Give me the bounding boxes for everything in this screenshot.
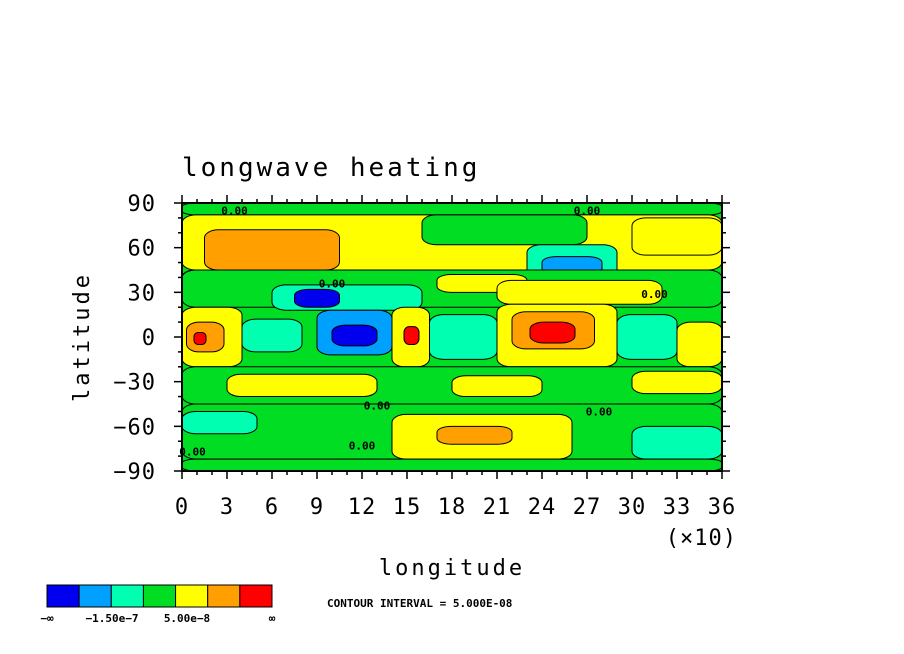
- x-tick-label: 21: [483, 495, 512, 520]
- contour-label: 0.00: [221, 204, 248, 217]
- colorbar-label: −∞: [40, 612, 54, 625]
- field-region: [421, 214, 588, 246]
- field-region: [403, 326, 420, 345]
- contour-label: 0.00: [586, 405, 613, 418]
- field-region: [331, 324, 378, 347]
- field-region: [631, 425, 722, 460]
- field-region: [294, 288, 340, 308]
- x-tick-label: 36: [708, 495, 737, 520]
- x-tick-label: 12: [348, 495, 377, 520]
- contour-labels: 0.00 0.00 0.00 0.00 0.00 0.00 0.00 0.00: [179, 204, 668, 458]
- y-tick-label: −60: [113, 415, 156, 440]
- y-tick-label: −30: [113, 371, 156, 396]
- field-region: [529, 321, 576, 344]
- field-region: [631, 370, 722, 395]
- colorbar-label: 5.00e−8: [164, 612, 210, 625]
- x-axis-label: longitude: [379, 556, 525, 581]
- colorbar-swatch: [239, 584, 273, 608]
- colorbar-swatch: [110, 584, 144, 608]
- x-tick-label: 33: [663, 495, 692, 520]
- x-tick-label: 24: [528, 495, 557, 520]
- field-region: [496, 279, 663, 305]
- field-region: [676, 321, 722, 368]
- x-tick-label: 6: [265, 495, 279, 520]
- y-axis-label: latitude: [70, 272, 95, 402]
- contour-label: 0.00: [574, 204, 601, 217]
- heat-field: [182, 203, 722, 471]
- colorbar-swatch: [46, 584, 80, 608]
- field-region: [193, 332, 207, 345]
- field-region: [182, 410, 258, 435]
- x-multiplier: (×10): [666, 526, 737, 551]
- field-region: [631, 217, 722, 256]
- field-region: [204, 229, 340, 271]
- contour-label: 0.00: [364, 399, 391, 412]
- contour-label: 0.00: [349, 440, 376, 453]
- field-region: [226, 373, 378, 398]
- y-tick-labels: 90 60 30 0 −30 −60 −90: [113, 192, 157, 485]
- y-tick-label: 0: [142, 326, 156, 351]
- field-region: [429, 314, 498, 360]
- colorbar-label: ∞: [269, 612, 276, 625]
- x-tick-label: 3: [220, 495, 234, 520]
- colorbar-label: −1.50e−7: [86, 612, 139, 625]
- x-tick-label: 9: [310, 495, 324, 520]
- x-tick-label: 18: [438, 495, 467, 520]
- axis-ticks: [174, 195, 730, 479]
- x-tick-label: 15: [393, 495, 422, 520]
- contour-label: 0.00: [641, 288, 668, 301]
- x-tick-label: 30: [618, 495, 647, 520]
- chart-title: longwave heating: [182, 153, 480, 183]
- field-region: [241, 318, 303, 353]
- field-region: [451, 375, 543, 398]
- colorbar-swatch: [207, 584, 241, 608]
- colorbar-swatch: [78, 584, 112, 608]
- colorbar-swatch: [175, 584, 209, 608]
- y-tick-label: 60: [128, 237, 157, 262]
- colorbar: [46, 584, 273, 608]
- colorbar-labels: −∞ −1.50e−7 5.00e−8 ∞: [40, 612, 275, 625]
- contour-label: 0.00: [179, 446, 206, 459]
- y-tick-label: −90: [113, 460, 156, 485]
- y-tick-label: 90: [128, 192, 157, 217]
- x-tick-label: 27: [573, 495, 602, 520]
- contour-interval: CONTOUR INTERVAL = 5.000E-08: [327, 597, 512, 610]
- field-region: [182, 203, 722, 216]
- field-region: [182, 458, 722, 471]
- x-tick-labels: 0 3 6 9 12 15 18 21 24 27 30 33 36: [175, 495, 737, 520]
- field-region: [436, 425, 513, 445]
- colorbar-swatch: [142, 584, 177, 608]
- field-region: [616, 314, 678, 360]
- contour-label: 0.00: [319, 277, 346, 290]
- x-tick-label: 0: [175, 495, 189, 520]
- y-tick-label: 30: [128, 281, 157, 306]
